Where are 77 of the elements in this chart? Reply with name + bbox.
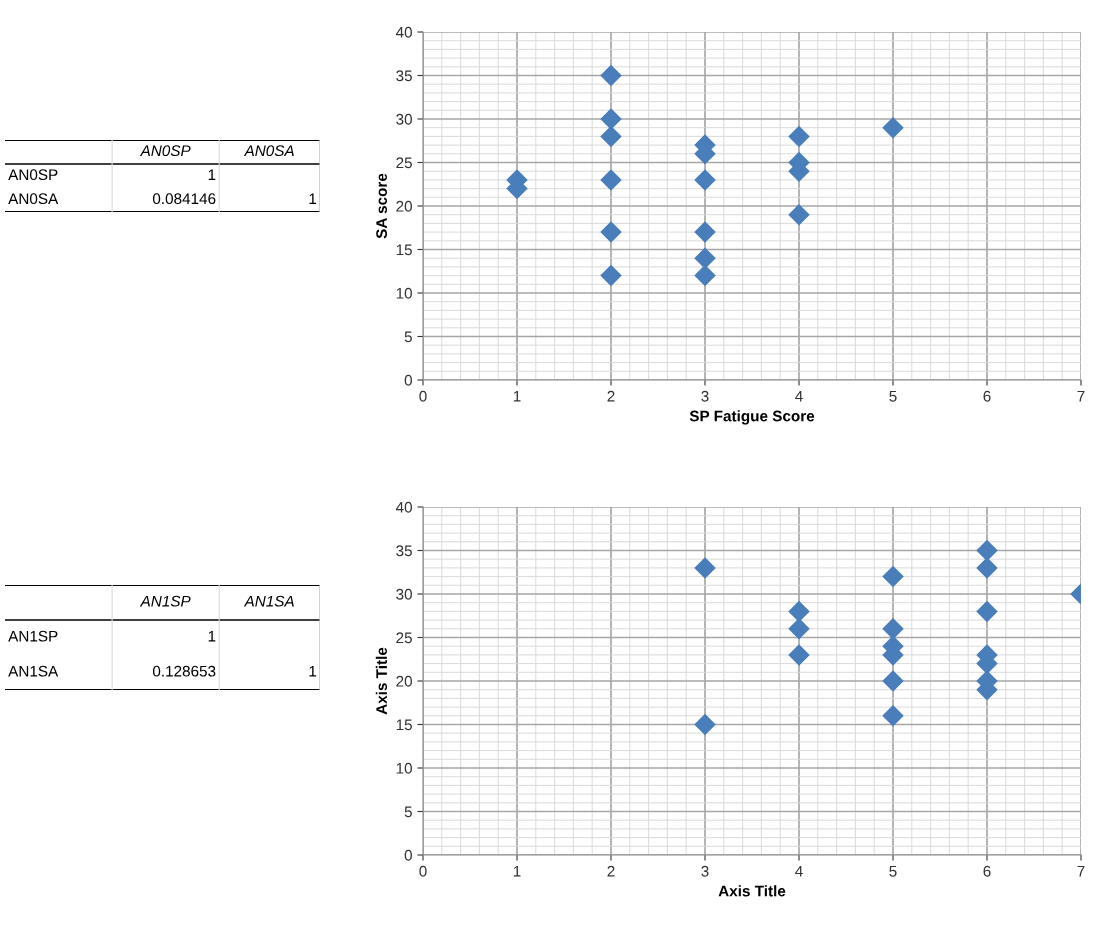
category-label: AN0SP: [139, 145, 191, 157]
category-label: AN0SP: [8, 169, 58, 181]
point: [976, 600, 998, 623]
category-label: AN1SA: [8, 665, 59, 677]
point: [882, 705, 904, 727]
y-tick-label: 35: [396, 70, 412, 82]
y-tick-label: 15: [396, 719, 412, 731]
x-tick-label: 0: [419, 390, 427, 402]
point: [600, 169, 622, 191]
category-label: AN0SA: [8, 193, 59, 205]
y-tick-label: 40: [395, 501, 412, 513]
point: [694, 264, 716, 287]
category-label: AN1SP: [8, 630, 58, 642]
point: [600, 64, 622, 87]
x-tick-label: 5: [889, 390, 897, 402]
category-label: AN0SA: [243, 145, 294, 157]
point: [788, 644, 810, 666]
y-axis-title: Axis Title: [375, 647, 388, 715]
x-tick-label: 7: [1077, 390, 1085, 402]
point: [694, 557, 716, 579]
text: 1: [309, 193, 317, 204]
x-tick-label: 6: [983, 865, 991, 877]
category-label: AN1SP: [139, 595, 191, 607]
text: 0.128653: [152, 665, 216, 677]
point: [882, 670, 904, 692]
y-tick-label: 5: [404, 331, 412, 343]
text: 1: [208, 169, 216, 180]
point: [976, 557, 998, 579]
point: [882, 116, 904, 139]
y-tick-label: 35: [396, 545, 412, 557]
y-tick-label: 10: [396, 287, 412, 299]
y-tick-label: 20: [396, 200, 412, 212]
y-tick-label: 10: [396, 762, 412, 774]
x-axis-title: SP Fatigue Score: [689, 410, 815, 425]
point: [882, 618, 904, 640]
point: [600, 125, 622, 148]
x-tick-label: 0: [419, 865, 427, 877]
y-tick-label: 30: [396, 588, 412, 600]
point: [788, 600, 810, 623]
x-tick-label: 6: [983, 390, 991, 402]
y-tick-label: 15: [396, 244, 412, 256]
x-tick-label: 3: [701, 390, 709, 402]
x-axis-title: Axis Title: [718, 885, 786, 897]
y-tick-label: 25: [396, 157, 412, 169]
text: 1: [208, 630, 216, 642]
text: 0.084146: [152, 193, 216, 205]
point: [788, 618, 810, 640]
y-tick-label: 0: [404, 374, 412, 386]
category-label: AN1SA: [243, 595, 294, 607]
x-tick-label: 4: [795, 865, 803, 877]
point: [694, 169, 716, 191]
x-tick-label: 3: [701, 865, 709, 877]
x-tick-label: 2: [607, 390, 615, 402]
y-tick-label: 20: [396, 675, 412, 687]
y-tick-label: 25: [396, 632, 412, 644]
point: [788, 125, 810, 148]
x-tick-label: 2: [607, 865, 615, 877]
y-tick-label: 0: [404, 849, 412, 861]
x-tick-label: 7: [1077, 865, 1085, 877]
point: [694, 247, 716, 269]
point: [600, 108, 622, 130]
x-tick-label: 1: [513, 865, 521, 877]
y-tick-label: 30: [396, 113, 412, 125]
point: [694, 713, 716, 736]
x-tick-label: 1: [513, 390, 521, 402]
point: [788, 203, 810, 226]
y-tick-label: 40: [395, 26, 412, 38]
point: [694, 221, 716, 243]
point: [882, 565, 904, 588]
x-tick-label: 4: [795, 390, 803, 402]
x-tick-label: 5: [889, 865, 897, 877]
y-tick-label: 5: [404, 806, 412, 818]
point: [976, 539, 998, 562]
point: [600, 264, 622, 287]
y-axis-title: SA score: [376, 173, 388, 239]
point: [600, 221, 622, 243]
text: 1: [309, 665, 317, 677]
